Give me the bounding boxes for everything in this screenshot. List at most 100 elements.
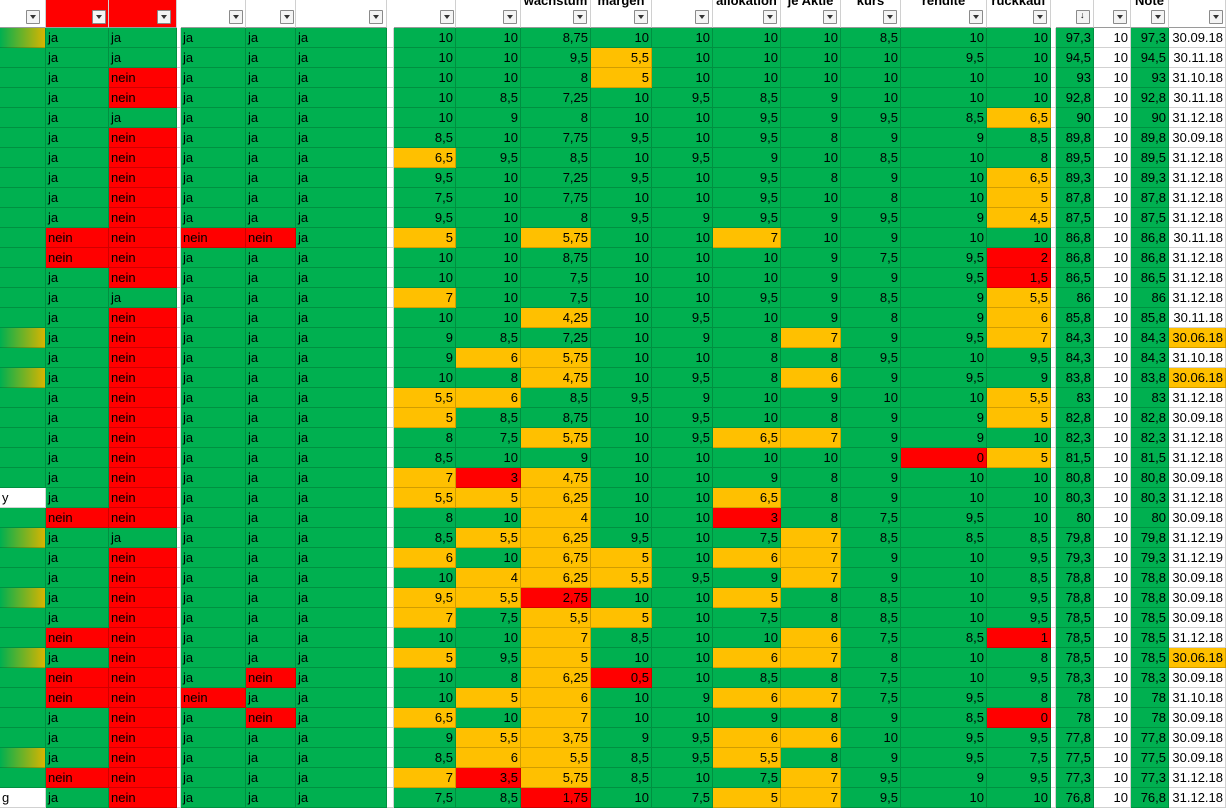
cell-note[interactable]: 86,8	[1131, 248, 1169, 268]
cell-total[interactable]: 86,8	[1056, 228, 1094, 248]
cell-score-5[interactable]: 10	[652, 248, 713, 268]
cell-name[interactable]	[0, 348, 46, 368]
cell-criterion-3[interactable]: ja	[181, 368, 246, 388]
cell-score-10[interactable]: 8,5	[987, 568, 1051, 588]
cell-criterion-1[interactable]: ja	[46, 288, 109, 308]
cell-note[interactable]: 80,3	[1131, 488, 1169, 508]
cell-score-5[interactable]: 9,5	[652, 368, 713, 388]
cell-score-7[interactable]: 6	[781, 368, 841, 388]
cell-date[interactable]: 30.09.18	[1169, 468, 1226, 488]
cell-score-3[interactable]: 8,75	[521, 248, 591, 268]
cell-total[interactable]: 92,8	[1056, 88, 1094, 108]
cell-criterion-3[interactable]: ja	[181, 448, 246, 468]
cell-score-2[interactable]: 3,5	[456, 768, 521, 788]
cell-score-4[interactable]: 9,5	[591, 528, 652, 548]
cell-score-5[interactable]: 9,5	[652, 148, 713, 168]
cell-score-8[interactable]: 7,5	[841, 668, 901, 688]
cell-score-2[interactable]: 6	[456, 748, 521, 768]
cell-score-4[interactable]: 10	[591, 248, 652, 268]
cell-score-5[interactable]: 10	[652, 448, 713, 468]
cell-criterion-3[interactable]: ja	[181, 728, 246, 748]
cell-date[interactable]: 31.12.18	[1169, 768, 1226, 788]
cell-score-9[interactable]: 10	[901, 348, 987, 368]
cell-note[interactable]: 78,5	[1131, 628, 1169, 648]
cell-score-2[interactable]: 3	[456, 468, 521, 488]
cell-score-2[interactable]: 10	[456, 208, 521, 228]
cell-score-9[interactable]: 10	[901, 488, 987, 508]
cell-criterion-1[interactable]: nein	[46, 508, 109, 528]
cell-note[interactable]: 77,8	[1131, 728, 1169, 748]
cell-score-6[interactable]: 9	[713, 568, 781, 588]
cell-score-2[interactable]: 10	[456, 288, 521, 308]
cell-score-9[interactable]: 10	[901, 168, 987, 188]
cell-criterion-4[interactable]: ja	[246, 448, 296, 468]
cell-name[interactable]	[0, 368, 46, 388]
cell-score-1[interactable]: 6,5	[394, 708, 456, 728]
cell-name[interactable]	[0, 68, 46, 88]
cell-date[interactable]: 31.12.18	[1169, 208, 1226, 228]
cell-score-2[interactable]: 8,5	[456, 788, 521, 808]
cell-score-5[interactable]: 10	[652, 68, 713, 88]
cell-score-6[interactable]: 9,5	[713, 208, 781, 228]
cell-score-1[interactable]: 9,5	[394, 208, 456, 228]
cell-score-4[interactable]: 9	[591, 728, 652, 748]
cell-score-4[interactable]: 10	[591, 688, 652, 708]
cell-score-9[interactable]: 8,5	[901, 108, 987, 128]
cell-criterion-1[interactable]: nein	[46, 628, 109, 648]
cell-score-2[interactable]: 6	[456, 388, 521, 408]
cell-note[interactable]: 78	[1131, 708, 1169, 728]
cell-score-3[interactable]: 7,75	[521, 188, 591, 208]
cell-criterion-5[interactable]: ja	[296, 608, 387, 628]
cell-date[interactable]: 31.12.18	[1169, 788, 1226, 808]
filter-dropdown-button[interactable]	[369, 10, 383, 24]
cell-criterion-4[interactable]: ja	[246, 88, 296, 108]
cell-score-2[interactable]: 8	[456, 368, 521, 388]
cell-score-2[interactable]: 9,5	[456, 148, 521, 168]
cell-score-8[interactable]: 8	[841, 308, 901, 328]
cell-date[interactable]: 30.06.18	[1169, 328, 1226, 348]
cell-score-9[interactable]: 10	[901, 668, 987, 688]
cell-note[interactable]: 78	[1131, 688, 1169, 708]
cell-score-3[interactable]: 8,75	[521, 408, 591, 428]
cell-score-5[interactable]: 9	[652, 208, 713, 228]
cell-score-8[interactable]: 9	[841, 448, 901, 468]
cell-score-8[interactable]: 8,5	[841, 28, 901, 48]
cell-weight[interactable]: 10	[1094, 248, 1131, 268]
cell-score-7[interactable]: 10	[781, 228, 841, 248]
cell-score-8[interactable]: 9	[841, 328, 901, 348]
cell-criterion-3[interactable]: ja	[181, 168, 246, 188]
cell-weight[interactable]: 10	[1094, 628, 1131, 648]
cell-date[interactable]: 30.11.18	[1169, 308, 1226, 328]
cell-criterion-3[interactable]: ja	[181, 268, 246, 288]
cell-score-8[interactable]: 8	[841, 188, 901, 208]
cell-score-10[interactable]: 9,5	[987, 728, 1051, 748]
cell-weight[interactable]: 10	[1094, 388, 1131, 408]
cell-weight[interactable]: 10	[1094, 508, 1131, 528]
cell-criterion-5[interactable]: ja	[296, 428, 387, 448]
cell-score-9[interactable]: 9,5	[901, 268, 987, 288]
cell-criterion-5[interactable]: ja	[296, 588, 387, 608]
cell-score-6[interactable]: 10	[713, 28, 781, 48]
cell-score-6[interactable]: 10	[713, 48, 781, 68]
cell-date[interactable]: 31.10.18	[1169, 688, 1226, 708]
cell-weight[interactable]: 10	[1094, 688, 1131, 708]
cell-score-7[interactable]: 7	[781, 688, 841, 708]
cell-score-1[interactable]: 8,5	[394, 528, 456, 548]
filter-dropdown-button[interactable]	[92, 10, 106, 24]
cell-criterion-1[interactable]: ja	[46, 328, 109, 348]
cell-score-6[interactable]: 9,5	[713, 168, 781, 188]
cell-criterion-2[interactable]: ja	[109, 28, 177, 48]
cell-date[interactable]: 31.12.18	[1169, 268, 1226, 288]
cell-score-5[interactable]: 10	[652, 768, 713, 788]
cell-score-4[interactable]: 8,5	[591, 748, 652, 768]
cell-score-3[interactable]: 5,75	[521, 348, 591, 368]
cell-score-5[interactable]: 10	[652, 708, 713, 728]
cell-criterion-2[interactable]: nein	[109, 168, 177, 188]
cell-note[interactable]: 77,5	[1131, 748, 1169, 768]
cell-score-5[interactable]: 10	[652, 28, 713, 48]
cell-criterion-3[interactable]: ja	[181, 428, 246, 448]
cell-score-6[interactable]: 6,5	[713, 488, 781, 508]
cell-criterion-5[interactable]: ja	[296, 748, 387, 768]
filter-dropdown-button[interactable]	[1113, 10, 1127, 24]
cell-score-3[interactable]: 7,25	[521, 168, 591, 188]
